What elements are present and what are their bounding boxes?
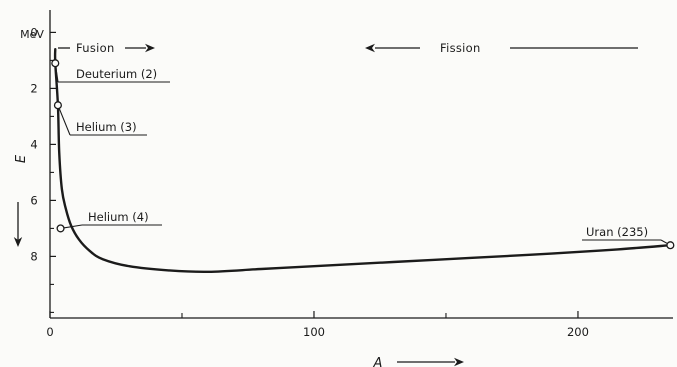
fission-label: Fission [440, 41, 481, 55]
annotation-marker [53, 101, 62, 110]
y-tick-label: 6 [30, 193, 37, 207]
x-tick-label: 200 [567, 325, 589, 339]
y-tick-label: 8 [30, 249, 37, 263]
label-layer: 0 100 200 0 2 4 6 8 MeV E A Fusion Fission Deuterium … [14, 25, 648, 367]
annotation-label: Deuterium (2) [76, 67, 157, 81]
y-unit-label: MeV [20, 28, 44, 41]
annotation-marker [51, 59, 60, 68]
fission-arrow-head [365, 43, 375, 53]
annotation-layer [51, 59, 675, 250]
x-axis-arrow-head [454, 357, 464, 367]
annotation-leader [57, 104, 71, 136]
curve-layer [53, 48, 672, 274]
fusion-arrow-head [145, 43, 155, 53]
x-tick-label: 100 [303, 325, 325, 339]
x-axis-title: A [373, 356, 383, 367]
y-tick-label: 0 [30, 25, 37, 39]
y-tick-label: 4 [30, 137, 37, 151]
annotation-marker [666, 241, 675, 250]
y-tick-label: 2 [30, 81, 37, 95]
binding-energy-curve [53, 48, 672, 274]
annotation-label: Uran (235) [586, 225, 648, 239]
x-tick-label: 0 [46, 325, 53, 339]
annotation-label: Helium (3) [76, 120, 137, 134]
y-axis-arrow-head [13, 237, 23, 247]
annotation-label: Helium (4) [88, 210, 149, 224]
fusion-label: Fusion [76, 41, 115, 55]
annotation-marker [56, 224, 65, 233]
y-axis-title: E [14, 154, 29, 163]
axes [13, 10, 673, 367]
